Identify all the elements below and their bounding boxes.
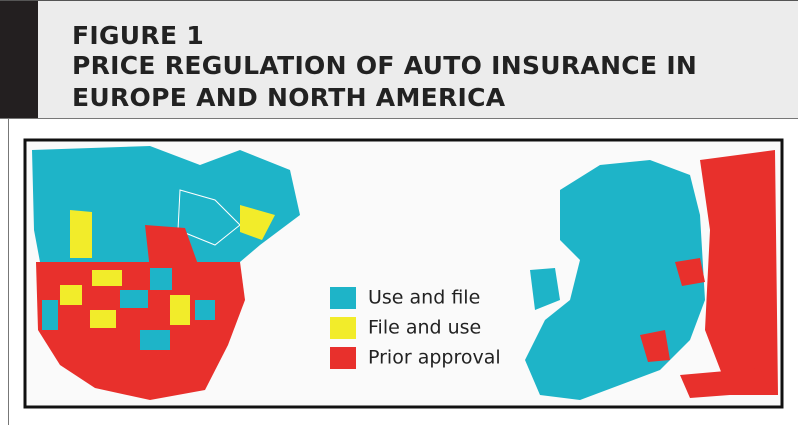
rule bbox=[8, 118, 9, 425]
figure-title: PRICE REGULATION OF AUTO INSURANCE IN bbox=[72, 51, 698, 80]
russia bbox=[700, 150, 778, 395]
north-america bbox=[32, 146, 300, 400]
region bbox=[177, 189, 241, 246]
legend-label: File and use bbox=[368, 317, 481, 339]
region bbox=[195, 300, 215, 320]
region bbox=[120, 290, 148, 308]
region bbox=[150, 268, 172, 290]
region bbox=[140, 330, 170, 350]
region bbox=[675, 258, 705, 286]
region bbox=[240, 205, 275, 240]
rule bbox=[0, 118, 798, 119]
legend-label: Use and file bbox=[368, 287, 480, 309]
header-bar bbox=[0, 1, 38, 119]
legend-swatch bbox=[330, 287, 356, 309]
canada bbox=[32, 146, 300, 262]
british-isles bbox=[530, 268, 560, 310]
region bbox=[90, 310, 116, 328]
figure-title: EUROPE AND NORTH AMERICA bbox=[72, 83, 506, 112]
region bbox=[42, 300, 58, 330]
figure-label: FIGURE 1 bbox=[72, 21, 205, 50]
legend-swatch bbox=[330, 317, 356, 339]
region bbox=[640, 330, 670, 362]
turkey bbox=[680, 368, 770, 398]
header: FIGURE 1 PRICE REGULATION OF AUTO INSURA… bbox=[0, 0, 798, 119]
region bbox=[70, 210, 92, 258]
legend-swatch bbox=[330, 347, 356, 369]
ontario bbox=[145, 225, 200, 270]
region bbox=[92, 270, 122, 286]
europe bbox=[525, 150, 778, 400]
legend-label: Prior approval bbox=[368, 347, 501, 369]
region bbox=[60, 285, 82, 305]
region bbox=[170, 295, 190, 325]
